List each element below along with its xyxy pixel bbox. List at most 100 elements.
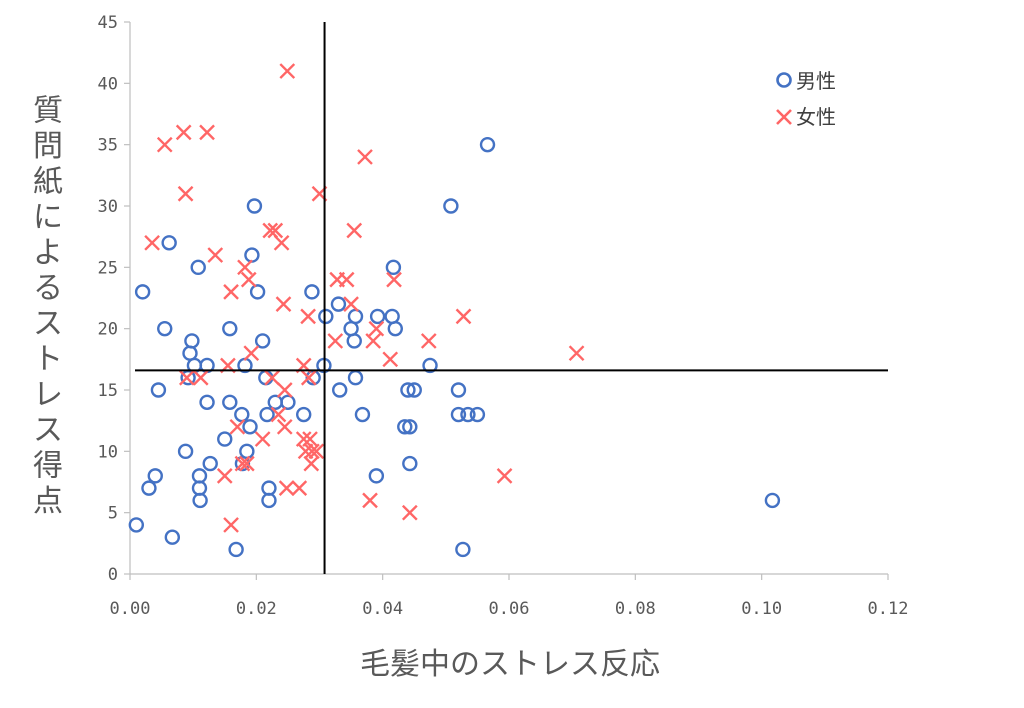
data-point-male bbox=[450, 406, 467, 423]
y-axis-title-char: 問 bbox=[33, 129, 63, 164]
data-point-male bbox=[280, 394, 296, 410]
data-point-male bbox=[385, 259, 402, 276]
data-point-female bbox=[300, 369, 317, 386]
data-point-female bbox=[177, 185, 194, 202]
data-point-male bbox=[249, 284, 266, 300]
data-point-female bbox=[264, 369, 280, 386]
data-point-male bbox=[406, 382, 422, 398]
data-point-male bbox=[460, 406, 476, 423]
data-point-female bbox=[338, 271, 355, 288]
data-point-female bbox=[243, 345, 260, 362]
data-point-female bbox=[420, 333, 437, 349]
data-point-male bbox=[402, 455, 418, 472]
data-point-female bbox=[362, 492, 378, 509]
data-point-male bbox=[397, 419, 413, 435]
data-point-male bbox=[222, 394, 238, 410]
data-point-male bbox=[150, 382, 167, 398]
x-axis-ticks: 0.00 0.02 0.04 0.06 0.08 0.10 0.12 bbox=[110, 574, 909, 619]
data-point-male bbox=[346, 333, 362, 349]
data-point-female bbox=[275, 296, 292, 312]
y-tick-label: 0 bbox=[108, 565, 118, 585]
y-axis-title-char: ス bbox=[33, 413, 63, 448]
y-axis-title-char: 得 bbox=[33, 449, 63, 484]
y-tick-label: 10 bbox=[98, 442, 118, 462]
data-point-female bbox=[223, 284, 239, 300]
x-tick-label: 0.12 bbox=[868, 599, 909, 619]
data-point-female bbox=[229, 418, 246, 435]
data-point-male bbox=[369, 308, 386, 325]
data-point-male bbox=[261, 492, 277, 509]
data-point-male bbox=[147, 468, 163, 484]
data-point-male bbox=[202, 455, 218, 472]
data-point-female bbox=[302, 431, 318, 447]
data-point-male bbox=[191, 468, 208, 484]
data-point-female bbox=[273, 234, 290, 251]
data-point-female bbox=[568, 345, 585, 362]
x-axis-title: 毛髪中のストレス反応 bbox=[360, 647, 660, 682]
data-point-female bbox=[276, 418, 293, 435]
data-point-male bbox=[267, 394, 283, 410]
y-axis-title-char: 点 bbox=[33, 484, 63, 519]
x-tick-label: 0.00 bbox=[110, 599, 151, 619]
data-point-female bbox=[156, 136, 173, 153]
data-point-male bbox=[387, 320, 403, 337]
data-point-male bbox=[222, 320, 238, 337]
plot-area bbox=[129, 22, 888, 575]
data-point-female bbox=[254, 431, 271, 447]
data-point-male bbox=[177, 443, 194, 460]
data-point-male bbox=[304, 284, 320, 300]
x-marker-icon bbox=[776, 109, 792, 125]
data-point-male bbox=[234, 406, 250, 423]
data-point-male bbox=[343, 320, 359, 337]
data-points bbox=[128, 22, 888, 574]
data-point-female bbox=[303, 455, 320, 472]
data-point-female bbox=[365, 333, 382, 349]
data-point-male bbox=[190, 259, 206, 276]
data-point-female bbox=[295, 431, 312, 447]
data-point-male bbox=[347, 308, 364, 325]
data-point-female bbox=[382, 351, 399, 368]
data-point-male bbox=[469, 406, 486, 423]
data-point-male bbox=[254, 333, 271, 349]
data-point-male bbox=[157, 320, 173, 337]
y-tick-label: 35 bbox=[98, 136, 118, 156]
data-point-female bbox=[234, 455, 251, 472]
data-point-female bbox=[192, 369, 209, 386]
legend-label-male: 男性 bbox=[796, 69, 836, 93]
data-point-male bbox=[182, 345, 198, 361]
data-point-female bbox=[343, 296, 359, 312]
data-point-female bbox=[300, 308, 316, 325]
data-point-male bbox=[128, 517, 145, 533]
data-point-male bbox=[228, 541, 244, 558]
y-axis-title-char: に bbox=[33, 200, 63, 235]
data-point-male bbox=[422, 357, 438, 374]
data-point-male bbox=[368, 468, 385, 484]
x-tick-label: 0.04 bbox=[362, 599, 403, 619]
data-point-female bbox=[357, 149, 373, 165]
y-axis-title-char: ト bbox=[33, 342, 63, 377]
data-point-female bbox=[216, 468, 233, 484]
data-point-female bbox=[267, 222, 284, 239]
data-point-female bbox=[308, 443, 325, 460]
data-point-female bbox=[304, 443, 320, 460]
data-point-male bbox=[191, 480, 208, 496]
legend-item-female: 女性 bbox=[776, 105, 836, 129]
data-point-female bbox=[276, 382, 293, 398]
data-point-male bbox=[479, 136, 496, 153]
y-axis-title-char: 質 bbox=[33, 94, 63, 129]
y-tick-label: 45 bbox=[98, 13, 118, 33]
data-point-female bbox=[144, 234, 160, 251]
y-axis-title-char: レ bbox=[33, 378, 63, 413]
data-point-male bbox=[443, 198, 459, 214]
data-point-male bbox=[354, 406, 371, 423]
data-point-male bbox=[347, 370, 364, 386]
data-point-male bbox=[296, 406, 312, 423]
data-point-male bbox=[141, 480, 157, 496]
y-tick-label: 25 bbox=[98, 258, 118, 278]
data-point-male bbox=[192, 492, 208, 509]
data-point-male bbox=[384, 308, 400, 325]
data-point-male bbox=[332, 382, 348, 398]
data-point-female bbox=[496, 468, 513, 484]
data-point-female bbox=[175, 124, 192, 141]
